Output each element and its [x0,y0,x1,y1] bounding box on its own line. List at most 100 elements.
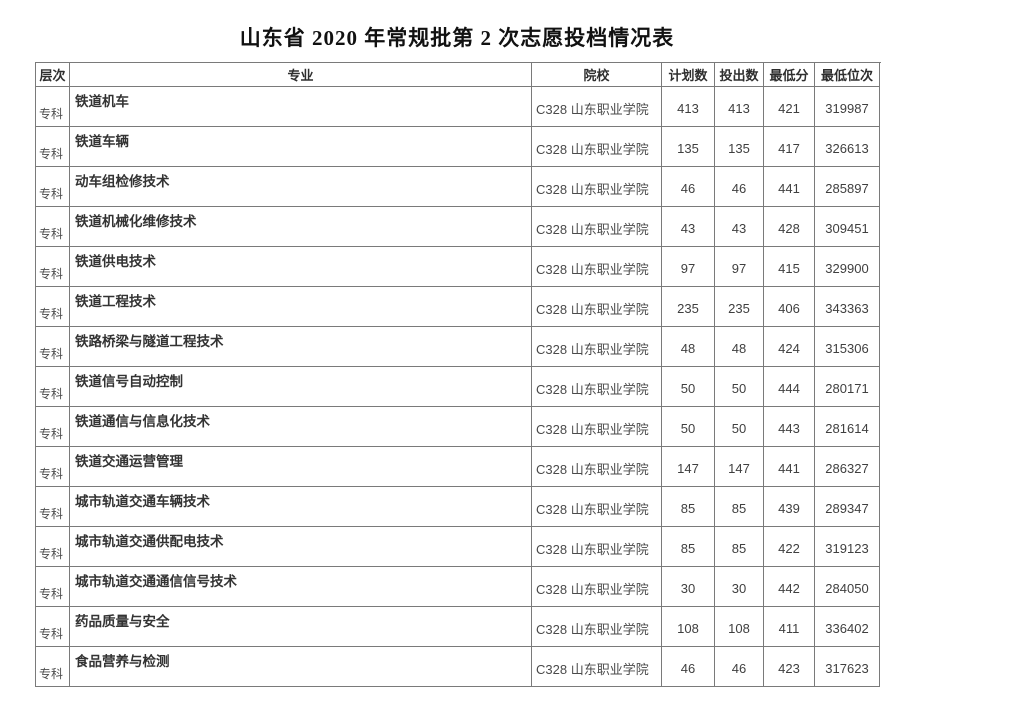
cell-min-rank: 285897 [815,167,880,207]
cell-college: C328 山东职业学院 [532,127,662,167]
cell-level: 专科 [36,447,70,487]
cell-cast: 85 [715,527,764,567]
cell-plan: 85 [662,527,715,567]
cell-min-rank: 329900 [815,247,880,287]
cell-major: 铁道机车 [70,87,532,127]
cell-level: 专科 [36,607,70,647]
cell-level: 专科 [36,407,70,447]
cell-plan: 48 [662,327,715,367]
cell-plan: 235 [662,287,715,327]
table-row: 专科 城市轨道交通通信信号技术 C328 山东职业学院 30 30 442 28… [36,567,881,607]
admission-table: 层次 专业 院校 计划数 投出数 最低分 最低位次 专科 铁道机车 C328 山… [35,62,881,687]
table-row: 专科 城市轨道交通供配电技术 C328 山东职业学院 85 85 422 319… [36,527,881,567]
cell-level: 专科 [36,647,70,687]
cell-major: 动车组检修技术 [70,167,532,207]
table-row: 专科 铁道车辆 C328 山东职业学院 135 135 417 326613 [36,127,881,167]
cell-major: 城市轨道交通车辆技术 [70,487,532,527]
table-row: 专科 城市轨道交通车辆技术 C328 山东职业学院 85 85 439 2893… [36,487,881,527]
cell-level: 专科 [36,487,70,527]
cell-college: C328 山东职业学院 [532,327,662,367]
cell-min-rank: 284050 [815,567,880,607]
cell-level: 专科 [36,87,70,127]
cell-min-rank: 289347 [815,487,880,527]
cell-min-rank: 286327 [815,447,880,487]
cell-cast: 135 [715,127,764,167]
table-row: 专科 铁道通信与信息化技术 C328 山东职业学院 50 50 443 2816… [36,407,881,447]
cell-college: C328 山东职业学院 [532,87,662,127]
header-college: 院校 [532,63,662,87]
cell-cast: 50 [715,407,764,447]
cell-cast: 43 [715,207,764,247]
cell-major: 铁道交通运营管理 [70,447,532,487]
cell-college: C328 山东职业学院 [532,647,662,687]
table-row: 专科 食品营养与检测 C328 山东职业学院 46 46 423 317623 [36,647,881,687]
header-major: 专业 [70,63,532,87]
table-row: 专科 铁道工程技术 C328 山东职业学院 235 235 406 343363 [36,287,881,327]
cell-college: C328 山东职业学院 [532,407,662,447]
header-min-rank: 最低位次 [815,63,880,87]
cell-cast: 85 [715,487,764,527]
cell-cast: 108 [715,607,764,647]
cell-level: 专科 [36,127,70,167]
cell-min-rank: 319987 [815,87,880,127]
cell-major: 药品质量与安全 [70,607,532,647]
table-row: 专科 铁路桥梁与隧道工程技术 C328 山东职业学院 48 48 424 315… [36,327,881,367]
cell-min-rank: 326613 [815,127,880,167]
cell-min-score: 441 [764,167,815,207]
cell-major: 铁道供电技术 [70,247,532,287]
cell-cast: 147 [715,447,764,487]
cell-cast: 46 [715,647,764,687]
cell-min-rank: 343363 [815,287,880,327]
cell-major: 铁道机械化维修技术 [70,207,532,247]
cell-major: 铁道通信与信息化技术 [70,407,532,447]
cell-min-score: 428 [764,207,815,247]
header-level: 层次 [36,63,70,87]
cell-major: 铁道信号自动控制 [70,367,532,407]
table-row: 专科 铁道机械化维修技术 C328 山东职业学院 43 43 428 30945… [36,207,881,247]
cell-min-rank: 281614 [815,407,880,447]
table-row: 专科 动车组检修技术 C328 山东职业学院 46 46 441 285897 [36,167,881,207]
header-min-score: 最低分 [764,63,815,87]
cell-plan: 85 [662,487,715,527]
cell-cast: 30 [715,567,764,607]
cell-college: C328 山东职业学院 [532,167,662,207]
table-row: 专科 药品质量与安全 C328 山东职业学院 108 108 411 33640… [36,607,881,647]
cell-plan: 46 [662,167,715,207]
cell-college: C328 山东职业学院 [532,567,662,607]
cell-cast: 48 [715,327,764,367]
header-plan: 计划数 [662,63,715,87]
cell-min-rank: 317623 [815,647,880,687]
cell-min-rank: 319123 [815,527,880,567]
cell-min-score: 443 [764,407,815,447]
cell-min-score: 422 [764,527,815,567]
cell-college: C328 山东职业学院 [532,447,662,487]
cell-major: 铁路桥梁与隧道工程技术 [70,327,532,367]
cell-major: 城市轨道交通供配电技术 [70,527,532,567]
cell-plan: 413 [662,87,715,127]
table-row: 专科 铁道供电技术 C328 山东职业学院 97 97 415 329900 [36,247,881,287]
cell-min-score: 415 [764,247,815,287]
cell-major: 铁道工程技术 [70,287,532,327]
cell-plan: 30 [662,567,715,607]
cell-plan: 108 [662,607,715,647]
cell-min-score: 442 [764,567,815,607]
cell-level: 专科 [36,527,70,567]
cell-plan: 43 [662,207,715,247]
cell-college: C328 山东职业学院 [532,487,662,527]
cell-min-score: 439 [764,487,815,527]
cell-level: 专科 [36,167,70,207]
cell-min-rank: 280171 [815,367,880,407]
table-body: 专科 铁道机车 C328 山东职业学院 413 413 421 319987 专… [36,87,881,687]
cell-level: 专科 [36,247,70,287]
cell-min-rank: 315306 [815,327,880,367]
cell-college: C328 山东职业学院 [532,607,662,647]
table-row: 专科 铁道机车 C328 山东职业学院 413 413 421 319987 [36,87,881,127]
cell-min-score: 444 [764,367,815,407]
page-title: 山东省 2020 年常规批第 2 次志愿投档情况表 [239,26,675,50]
table-row: 专科 铁道信号自动控制 C328 山东职业学院 50 50 444 280171 [36,367,881,407]
cell-plan: 50 [662,367,715,407]
cell-plan: 135 [662,127,715,167]
cell-plan: 46 [662,647,715,687]
cell-min-rank: 336402 [815,607,880,647]
